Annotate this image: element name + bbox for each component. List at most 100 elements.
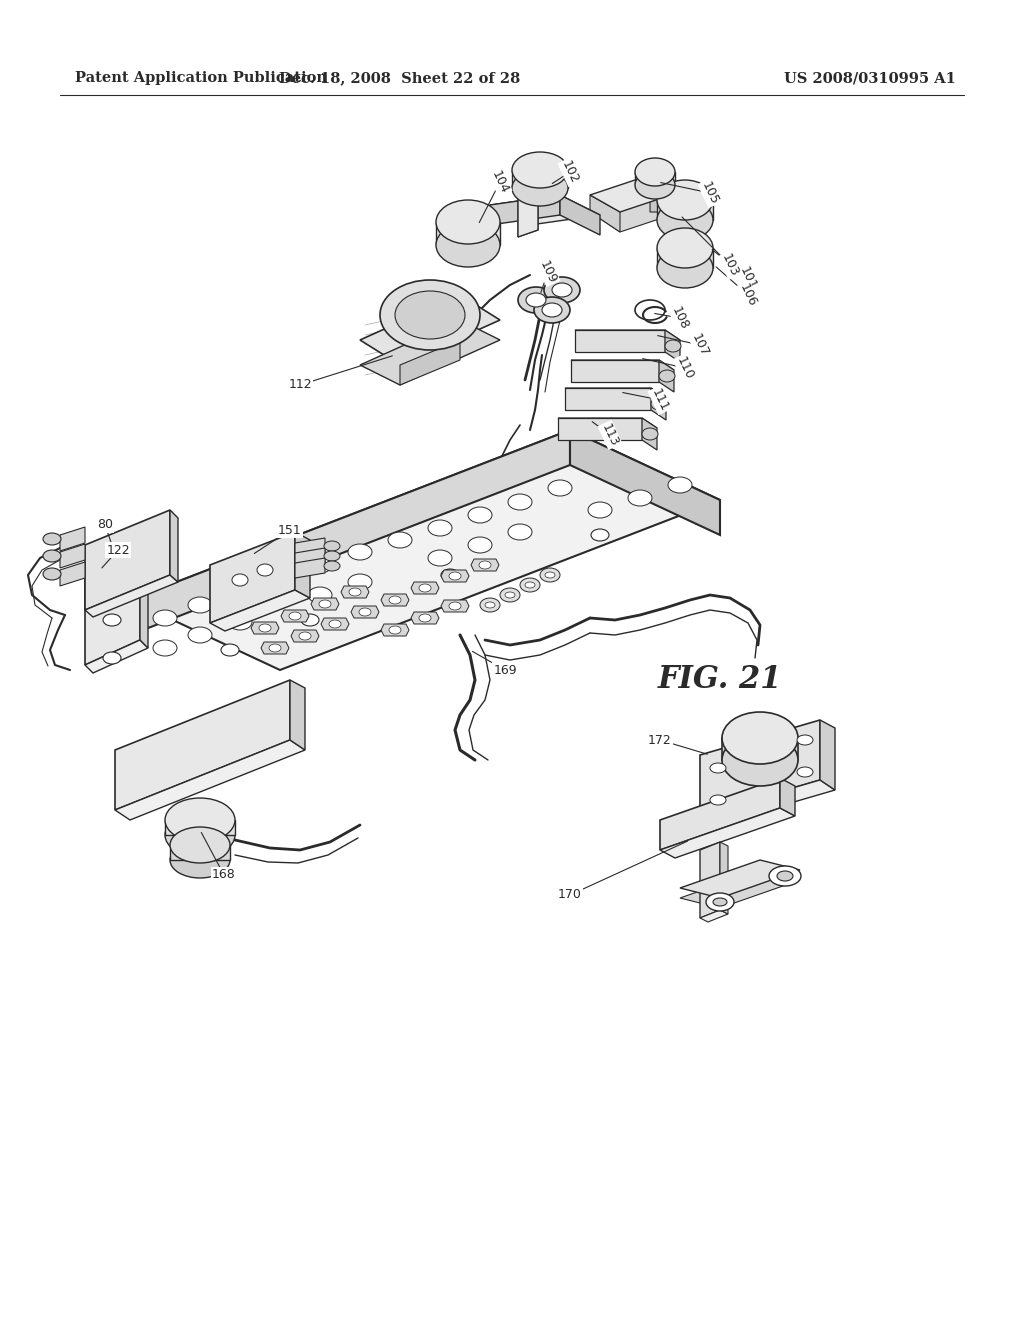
Text: 168: 168 bbox=[212, 869, 236, 882]
Polygon shape bbox=[590, 195, 620, 232]
Ellipse shape bbox=[635, 300, 665, 319]
Polygon shape bbox=[518, 178, 538, 238]
Ellipse shape bbox=[468, 537, 492, 553]
Ellipse shape bbox=[710, 763, 726, 774]
Ellipse shape bbox=[500, 587, 520, 602]
Polygon shape bbox=[60, 527, 85, 550]
Ellipse shape bbox=[188, 597, 212, 612]
Polygon shape bbox=[311, 598, 339, 610]
Ellipse shape bbox=[659, 370, 675, 381]
Polygon shape bbox=[642, 418, 657, 450]
Ellipse shape bbox=[289, 612, 301, 620]
Ellipse shape bbox=[542, 304, 562, 317]
Ellipse shape bbox=[308, 557, 332, 573]
Polygon shape bbox=[700, 842, 720, 917]
Ellipse shape bbox=[665, 341, 681, 352]
Polygon shape bbox=[291, 630, 319, 642]
Polygon shape bbox=[60, 544, 85, 568]
Ellipse shape bbox=[628, 490, 652, 506]
Ellipse shape bbox=[508, 524, 532, 540]
Text: FIG. 21: FIG. 21 bbox=[657, 664, 782, 696]
Ellipse shape bbox=[388, 532, 412, 548]
Polygon shape bbox=[657, 201, 713, 220]
Text: 113: 113 bbox=[599, 421, 621, 449]
Polygon shape bbox=[381, 624, 409, 636]
Ellipse shape bbox=[651, 399, 667, 411]
Ellipse shape bbox=[710, 795, 726, 805]
Ellipse shape bbox=[512, 152, 568, 187]
Ellipse shape bbox=[722, 711, 798, 764]
Polygon shape bbox=[170, 845, 230, 861]
Ellipse shape bbox=[228, 582, 252, 598]
Text: 169: 169 bbox=[494, 664, 517, 676]
Ellipse shape bbox=[552, 282, 572, 297]
Ellipse shape bbox=[153, 610, 177, 626]
Polygon shape bbox=[565, 388, 666, 399]
Polygon shape bbox=[665, 330, 680, 362]
Polygon shape bbox=[170, 510, 178, 582]
Text: 102: 102 bbox=[559, 158, 581, 186]
Ellipse shape bbox=[591, 529, 609, 541]
Ellipse shape bbox=[165, 813, 234, 857]
Text: 103: 103 bbox=[719, 252, 741, 279]
Ellipse shape bbox=[722, 734, 798, 785]
Polygon shape bbox=[660, 777, 780, 850]
Polygon shape bbox=[571, 360, 674, 370]
Ellipse shape bbox=[103, 614, 121, 626]
Polygon shape bbox=[490, 195, 560, 224]
Polygon shape bbox=[490, 195, 600, 224]
Text: US 2008/0310995 A1: US 2008/0310995 A1 bbox=[784, 71, 956, 84]
Polygon shape bbox=[659, 360, 674, 392]
Text: 112: 112 bbox=[288, 379, 312, 392]
Ellipse shape bbox=[436, 201, 500, 244]
Ellipse shape bbox=[544, 277, 580, 304]
Text: 108: 108 bbox=[669, 305, 691, 331]
Ellipse shape bbox=[588, 502, 612, 517]
Ellipse shape bbox=[534, 297, 570, 323]
Polygon shape bbox=[295, 558, 325, 578]
Polygon shape bbox=[281, 610, 309, 622]
Ellipse shape bbox=[419, 583, 431, 591]
Ellipse shape bbox=[269, 644, 281, 652]
Polygon shape bbox=[565, 388, 651, 411]
Polygon shape bbox=[295, 539, 325, 558]
Ellipse shape bbox=[428, 550, 452, 566]
Ellipse shape bbox=[308, 587, 332, 603]
Polygon shape bbox=[820, 719, 835, 789]
Ellipse shape bbox=[329, 620, 341, 628]
Polygon shape bbox=[441, 570, 469, 582]
Polygon shape bbox=[115, 680, 290, 810]
Ellipse shape bbox=[548, 480, 572, 496]
Ellipse shape bbox=[324, 561, 340, 572]
Text: 105: 105 bbox=[699, 180, 721, 206]
Text: 80: 80 bbox=[97, 519, 113, 532]
Polygon shape bbox=[251, 622, 279, 634]
Ellipse shape bbox=[232, 574, 248, 586]
Ellipse shape bbox=[525, 582, 535, 587]
Polygon shape bbox=[722, 738, 798, 760]
Text: 109: 109 bbox=[538, 259, 559, 285]
Polygon shape bbox=[295, 532, 310, 598]
Polygon shape bbox=[575, 330, 665, 352]
Polygon shape bbox=[680, 861, 800, 898]
Ellipse shape bbox=[188, 627, 212, 643]
Polygon shape bbox=[210, 590, 310, 631]
Ellipse shape bbox=[635, 172, 675, 199]
Ellipse shape bbox=[43, 568, 61, 579]
Ellipse shape bbox=[505, 591, 515, 598]
Ellipse shape bbox=[348, 574, 372, 590]
Polygon shape bbox=[518, 178, 538, 238]
Ellipse shape bbox=[797, 735, 813, 744]
Polygon shape bbox=[295, 548, 325, 568]
Ellipse shape bbox=[170, 828, 230, 863]
Ellipse shape bbox=[359, 609, 371, 616]
Ellipse shape bbox=[657, 201, 713, 240]
Ellipse shape bbox=[441, 569, 459, 581]
Polygon shape bbox=[780, 777, 795, 816]
Ellipse shape bbox=[324, 550, 340, 561]
Ellipse shape bbox=[520, 578, 540, 591]
Ellipse shape bbox=[228, 614, 252, 630]
Polygon shape bbox=[558, 418, 657, 428]
Ellipse shape bbox=[668, 477, 692, 492]
Polygon shape bbox=[571, 360, 659, 381]
